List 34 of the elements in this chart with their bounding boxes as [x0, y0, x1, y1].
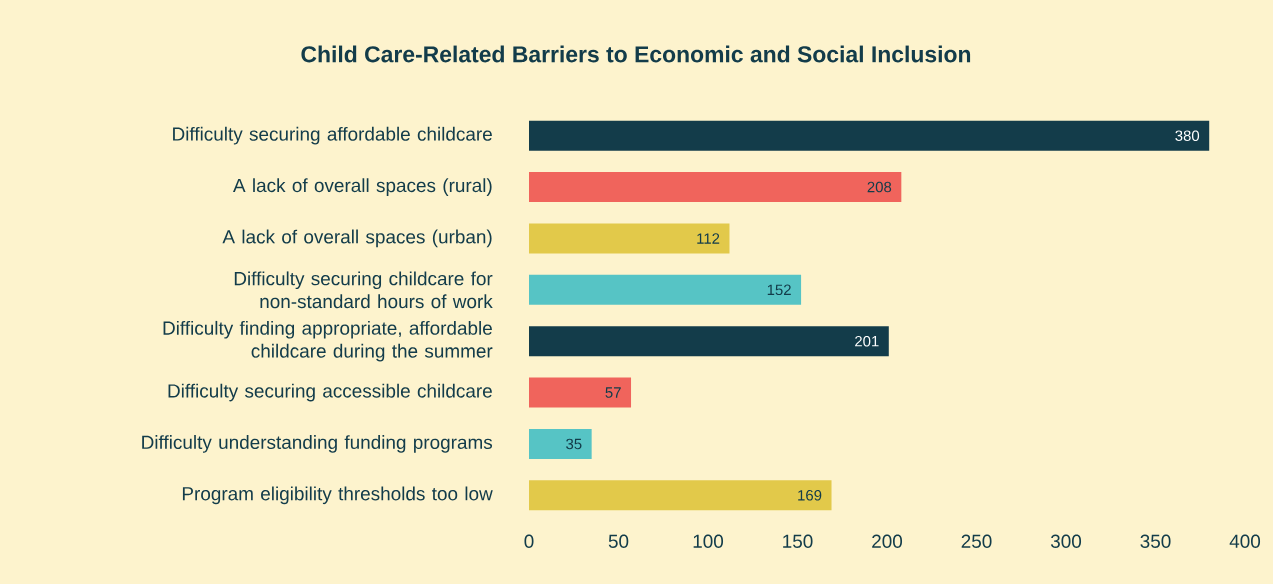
- x-tick-label: 0: [524, 534, 534, 548]
- data-label: 152: [767, 284, 791, 296]
- x-tick-label: 200: [872, 534, 903, 548]
- data-label: 208: [867, 181, 892, 193]
- data-label: 35: [566, 438, 582, 450]
- bar: [529, 223, 730, 254]
- x-tick-label: 300: [1050, 534, 1082, 548]
- bar: [529, 326, 889, 357]
- x-tick-label: 150: [783, 534, 813, 548]
- y-tick-label: Difficulty finding appropriate, affordable childcare during the summer: [163, 320, 493, 362]
- x-tick-label: 400: [1229, 534, 1261, 548]
- bar: [529, 480, 832, 511]
- x-tick-label: 50: [608, 534, 629, 548]
- data-label: 380: [1175, 130, 1200, 141]
- y-tick-label: A lack of overall spaces (urban): [222, 229, 492, 248]
- data-label: 169: [798, 490, 822, 501]
- data-label: 57: [605, 387, 621, 398]
- data-label: 112: [697, 233, 720, 244]
- bar: [529, 172, 902, 203]
- bar: [529, 274, 802, 305]
- x-tick-label: 100: [693, 534, 724, 548]
- x-tick-label: 350: [1140, 534, 1171, 548]
- y-tick-label: Difficulty understanding funding programs: [142, 435, 493, 453]
- x-tick-label: 250: [961, 534, 992, 548]
- bar: [529, 428, 592, 459]
- y-tick-label: Difficulty securing affordable childcare: [173, 126, 492, 145]
- chart-title: Child Care-Related Barriers to Economic and Social Inclusion: [301, 45, 971, 63]
- bar: [529, 377, 632, 408]
- y-tick-label: Program eligibility thresholds too low: [182, 486, 493, 505]
- y-tick-label: Difficulty securing childcare for non-standard hours of work: [234, 271, 493, 309]
- bar: [529, 120, 1210, 151]
- data-label: 201: [855, 335, 879, 347]
- y-tick-label: Difficulty securing accessible childcare: [168, 383, 492, 402]
- y-tick-label: A lack of overall spaces (rural): [233, 178, 492, 196]
